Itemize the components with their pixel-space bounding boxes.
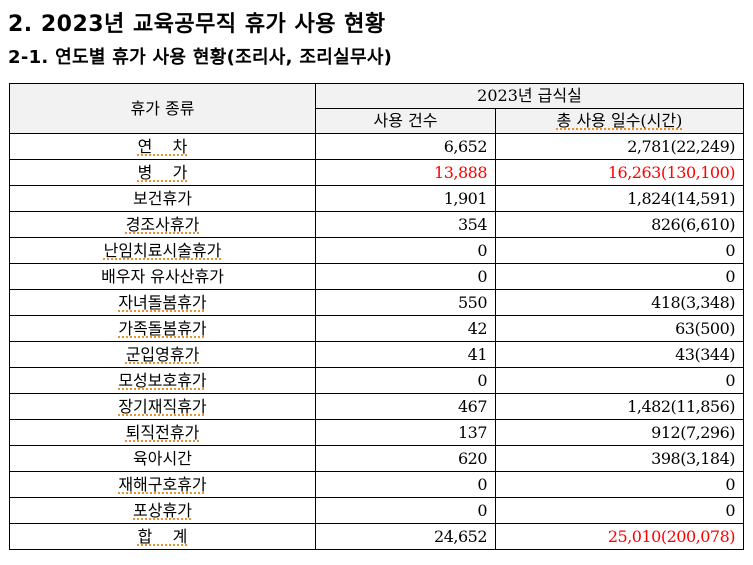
leave-type-label: 합 계	[137, 527, 188, 546]
table-row: 장기재직휴가 467 1,482(11,856)	[9, 393, 744, 420]
total-days-cell: 43(344)	[495, 341, 744, 368]
leave-type-cell: 자녀돌봄휴가	[9, 289, 316, 316]
total-days-cell: 2,781(22,249)	[495, 133, 744, 160]
table-row: 보건휴가 1,901 1,824(14,591)	[9, 185, 744, 212]
usage-count-cell: 0	[315, 497, 496, 524]
usage-count-cell: 42	[315, 315, 496, 342]
leave-type-label: 모성보호휴가	[118, 371, 207, 390]
leave-type-cell: 배우자 유사산휴가	[9, 263, 316, 290]
leave-type-cell: 병 가	[9, 159, 316, 186]
leave-type-cell: 모성보호휴가	[9, 367, 316, 394]
table-row: 군입영휴가 41 43(344)	[9, 341, 744, 368]
usage-count-cell: 0	[315, 237, 496, 264]
leave-type-cell: 군입영휴가	[9, 341, 316, 368]
table-row: 퇴직전휴가 137 912(7,296)	[9, 419, 744, 446]
leave-type-cell: 퇴직전휴가	[9, 419, 316, 446]
usage-count-cell: 6,652	[315, 133, 496, 160]
total-days-cell: 912(7,296)	[495, 419, 744, 446]
total-days-cell: 1,824(14,591)	[495, 185, 744, 212]
total-days-cell: 1,482(11,856)	[495, 393, 744, 420]
total-days-cell: 0	[495, 237, 744, 264]
usage-count-cell: 467	[315, 393, 496, 420]
usage-count-cell: 24,652	[315, 523, 496, 550]
leave-type-cell: 보건휴가	[9, 185, 316, 212]
usage-count-cell: 0	[315, 263, 496, 290]
total-days-cell: 16,263(130,100)	[495, 159, 744, 186]
table-row-total: 합 계 24,652 25,010(200,078)	[9, 523, 744, 550]
leave-type-label: 가족돌봄휴가	[118, 319, 207, 338]
total-days-cell: 25,010(200,078)	[495, 523, 744, 550]
table-row: 연 차 6,652 2,781(22,249)	[9, 133, 744, 160]
leave-type-label: 병 가	[137, 163, 188, 182]
total-days-cell: 0	[495, 263, 744, 290]
leave-type-cell: 합 계	[9, 523, 316, 550]
usage-count-cell: 1,901	[315, 185, 496, 212]
leave-type-label: 재해구호휴가	[118, 475, 207, 494]
usage-count-cell: 13,888	[315, 159, 496, 186]
table-row: 재해구호휴가 0 0	[9, 471, 744, 498]
table-row: 경조사휴가 354 826(6,610)	[9, 211, 744, 238]
leave-usage-table: 휴가 종류 2023년 급식실 사용 건수 총 사용 일수(시간) 연 차 6,6…	[9, 83, 744, 550]
leave-type-label: 장기재직휴가	[118, 397, 207, 416]
header-usage-count: 사용 건수	[315, 108, 496, 134]
leave-type-cell: 장기재직휴가	[9, 393, 316, 420]
leave-type-cell: 가족돌봄휴가	[9, 315, 316, 342]
total-days-cell: 398(3,184)	[495, 445, 744, 472]
table-row: 자녀돌봄휴가 550 418(3,348)	[9, 289, 744, 316]
total-days-cell: 63(500)	[495, 315, 744, 342]
table-row: 난임치료시술휴가 0 0	[9, 237, 744, 264]
leave-type-label: 보건휴가	[133, 189, 192, 208]
table-row: 포상휴가 0 0	[9, 497, 744, 524]
leave-type-label: 포상휴가	[133, 501, 192, 520]
header-total-days: 총 사용 일수(시간)	[495, 108, 744, 134]
usage-count-cell: 620	[315, 445, 496, 472]
leave-type-label: 군입영휴가	[125, 345, 200, 364]
table-row: 육아시간 620 398(3,184)	[9, 445, 744, 472]
total-days-cell: 418(3,348)	[495, 289, 744, 316]
leave-type-cell: 육아시간	[9, 445, 316, 472]
usage-count-cell: 0	[315, 367, 496, 394]
table-body: 연 차 6,652 2,781(22,249) 병 가 13,888 16,263(13…	[9, 133, 744, 550]
usage-count-cell: 137	[315, 419, 496, 446]
header-total-days-label: 총 사용 일수(시간)	[556, 111, 683, 130]
leave-type-cell: 연 차	[9, 133, 316, 160]
leave-type-label: 퇴직전휴가	[125, 423, 200, 442]
leave-type-label: 배우자 유사산휴가	[101, 267, 224, 286]
usage-count-cell: 354	[315, 211, 496, 238]
table-row: 가족돌봄휴가 42 63(500)	[9, 315, 744, 342]
total-days-cell: 0	[495, 497, 744, 524]
total-days-cell: 826(6,610)	[495, 211, 744, 238]
leave-type-label: 육아시간	[133, 449, 192, 468]
leave-type-label: 경조사휴가	[125, 215, 200, 234]
leave-type-label: 난임치료시술휴가	[103, 241, 222, 260]
header-leave-type: 휴가 종류	[9, 83, 316, 134]
total-days-cell: 0	[495, 367, 744, 394]
document-title: 2. 2023년 교육공무직 휴가 사용 현황	[8, 12, 386, 37]
leave-type-label: 자녀돌봄휴가	[118, 293, 207, 312]
table-row: 모성보호휴가 0 0	[9, 367, 744, 394]
usage-count-cell: 41	[315, 341, 496, 368]
leave-type-label: 연 차	[137, 137, 188, 156]
section-subtitle: 2-1. 연도별 휴가 사용 현황(조리사, 조리실무사)	[8, 47, 393, 68]
usage-count-cell: 550	[315, 289, 496, 316]
leave-type-cell: 경조사휴가	[9, 211, 316, 238]
usage-count-cell: 0	[315, 471, 496, 498]
table-row: 배우자 유사산휴가 0 0	[9, 263, 744, 290]
header-group-2023-cafeteria: 2023년 급식실	[315, 83, 744, 109]
leave-type-cell: 재해구호휴가	[9, 471, 316, 498]
leave-type-cell: 포상휴가	[9, 497, 316, 524]
total-days-cell: 0	[495, 471, 744, 498]
leave-type-cell: 난임치료시술휴가	[9, 237, 316, 264]
table-row: 병 가 13,888 16,263(130,100)	[9, 159, 744, 186]
